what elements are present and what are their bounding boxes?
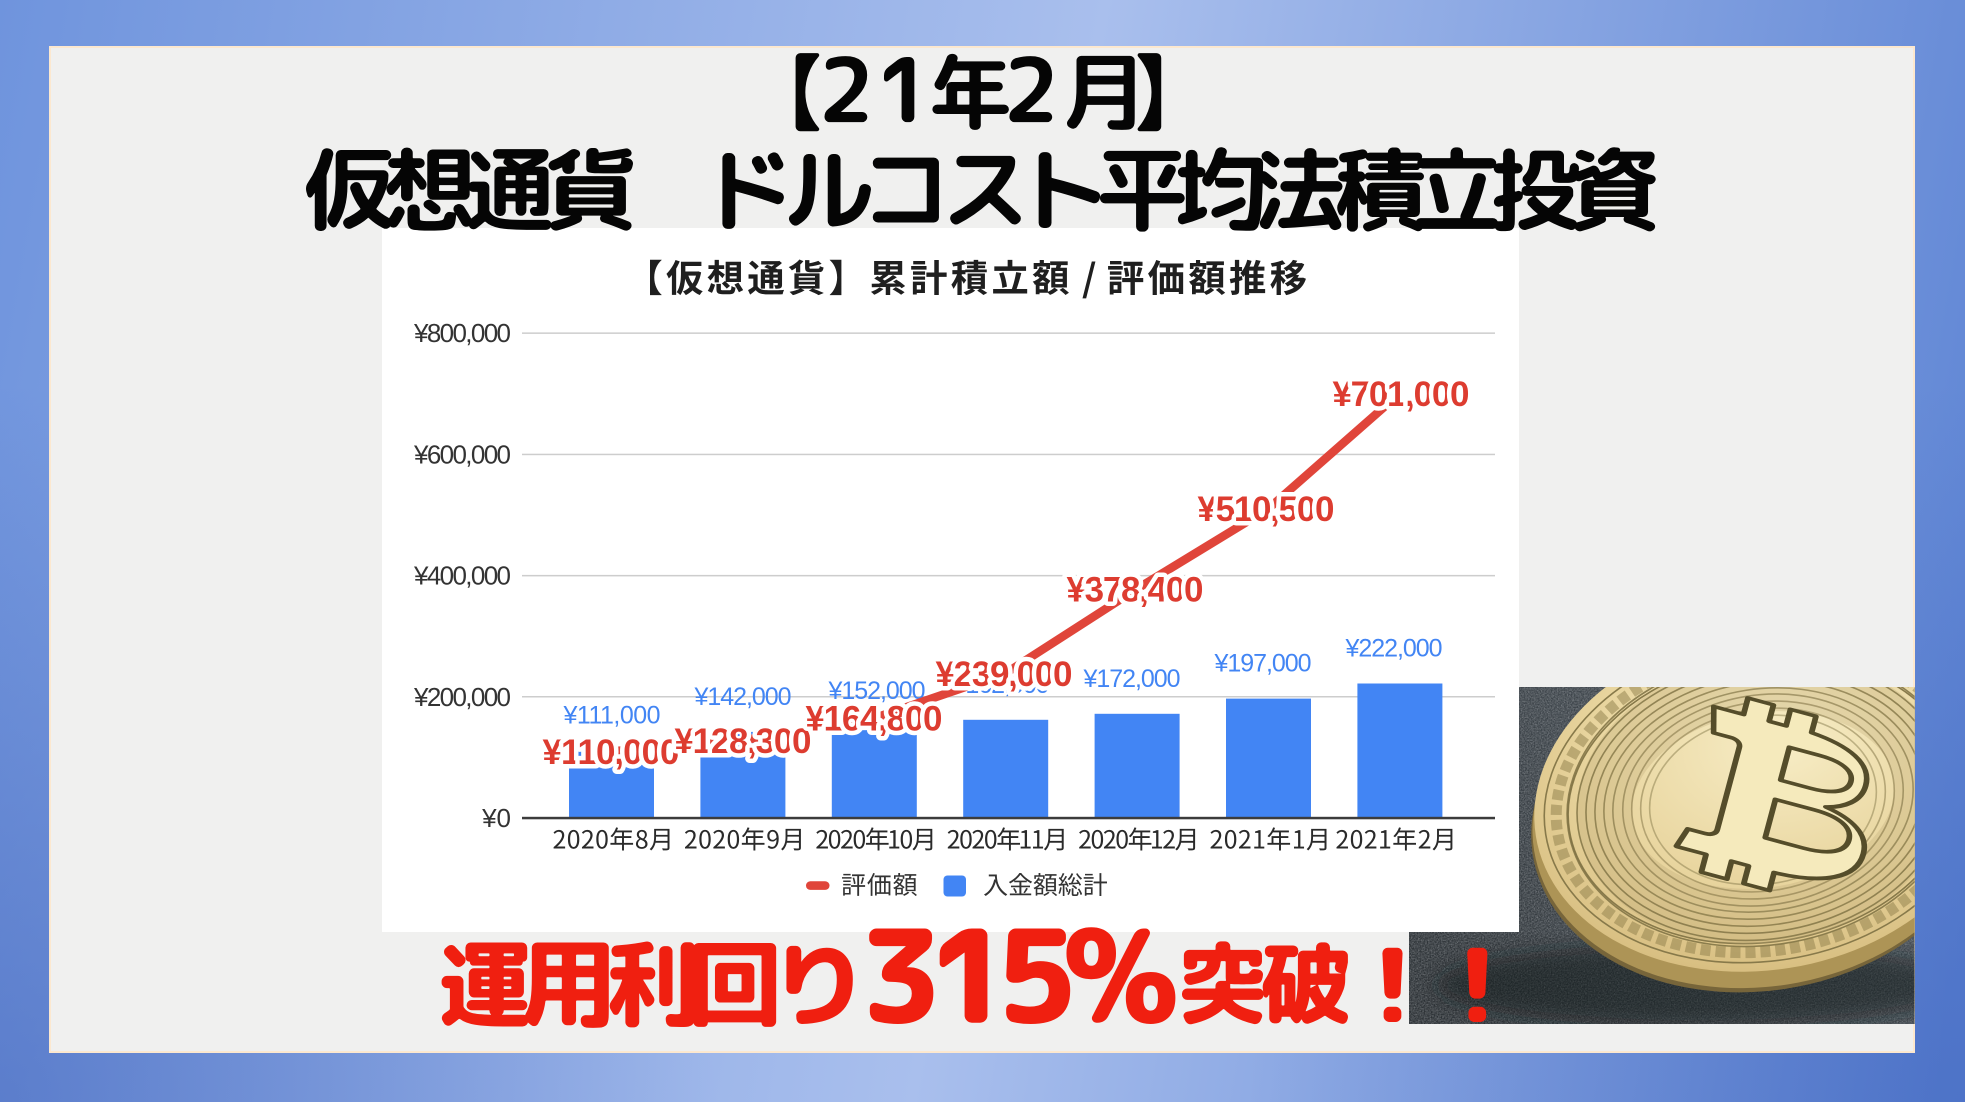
svg-text:¥110,000: ¥110,000 bbox=[543, 733, 680, 772]
svg-text:¥400,000: ¥400,000 bbox=[413, 561, 511, 591]
svg-text:¥172,000: ¥172,000 bbox=[1083, 665, 1181, 693]
svg-text:¥164,800: ¥164,800 bbox=[806, 700, 943, 739]
svg-text:¥701,000: ¥701,000 bbox=[1333, 375, 1470, 414]
svg-text:¥142,000: ¥142,000 bbox=[694, 683, 792, 711]
svg-text:¥800,000: ¥800,000 bbox=[413, 318, 511, 348]
svg-text:¥200,000: ¥200,000 bbox=[413, 682, 511, 712]
svg-text:¥197,000: ¥197,000 bbox=[1214, 650, 1312, 678]
svg-text:¥222,000: ¥222,000 bbox=[1345, 635, 1443, 663]
svg-text:¥600,000: ¥600,000 bbox=[413, 439, 511, 469]
svg-text:¥111,000: ¥111,000 bbox=[563, 702, 661, 730]
svg-text:¥378,400: ¥378,400 bbox=[1067, 570, 1204, 609]
svg-text:¥152,000: ¥152,000 bbox=[828, 677, 926, 705]
svg-text:¥510,500: ¥510,500 bbox=[1198, 490, 1335, 529]
svg-text:¥239,000: ¥239,000 bbox=[936, 655, 1073, 694]
svg-text:¥128,300: ¥128,300 bbox=[675, 722, 812, 761]
svg-text:¥0: ¥0 bbox=[481, 803, 511, 833]
